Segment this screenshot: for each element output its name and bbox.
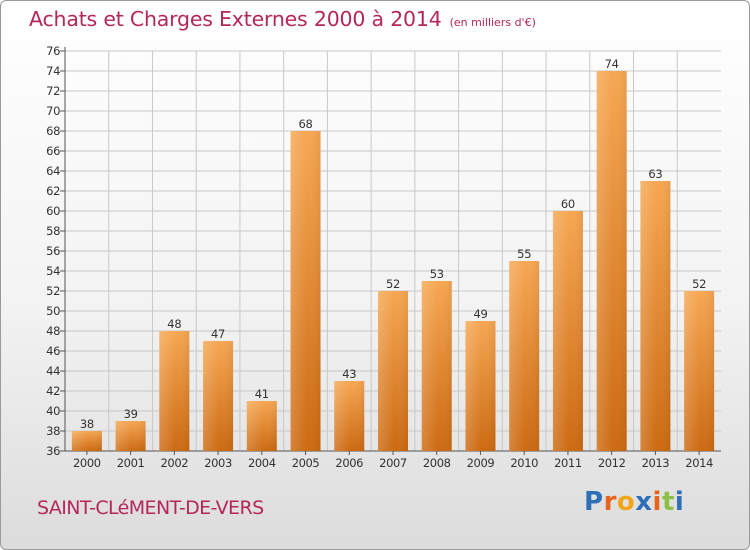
logo-letter: i: [652, 487, 662, 517]
x-tick-label-2007: 2007: [379, 456, 407, 470]
y-tick-label: 40: [46, 404, 60, 418]
labels: 38 2000 39 2001 48 2002 47 2003 41 2004 68 2005 43 20…: [73, 57, 713, 470]
y-tick-label: 76: [46, 44, 60, 58]
y-tick-label: 64: [46, 164, 60, 178]
bars: [71, 71, 715, 451]
bar-shine: [246, 401, 277, 451]
logo-letter: i: [674, 487, 685, 517]
bar-shine: [421, 281, 452, 451]
x-tick-label-2008: 2008: [423, 456, 451, 470]
proxiti-logo: Proxiti: [584, 487, 684, 517]
y-tick-label: 60: [46, 204, 60, 218]
logo-letter: t: [661, 487, 675, 517]
value-label-2003: 47: [211, 327, 225, 341]
bar-shine: [334, 381, 365, 451]
y-tick-label: 68: [46, 124, 60, 138]
chart-title: Achats et Charges Externes 2000 à 2014 (e…: [29, 7, 536, 31]
bar-shine: [290, 131, 321, 451]
x-tick-label-2000: 2000: [73, 456, 101, 470]
x-tick-label-2003: 2003: [204, 456, 232, 470]
bar-shine: [640, 181, 671, 451]
value-label-2014: 52: [692, 277, 706, 291]
x-tick-label-2001: 2001: [117, 456, 145, 470]
y-tick-label: 46: [46, 344, 60, 358]
bar-shine: [71, 431, 102, 451]
y-tick-label: 54: [46, 264, 60, 278]
value-label-2005: 68: [299, 117, 313, 131]
value-label-2004: 41: [255, 387, 269, 401]
value-label-2011: 60: [561, 197, 575, 211]
logo-letter: P: [584, 487, 604, 517]
x-tick-label-2005: 2005: [292, 456, 320, 470]
y-tick-label: 42: [46, 384, 60, 398]
bar-shine: [378, 291, 408, 451]
logo-letter: o: [616, 487, 636, 517]
y-tick-label: 56: [46, 244, 60, 258]
y-tick-label: 66: [46, 144, 60, 158]
y-tick-label: 50: [46, 304, 60, 318]
y-tick-label: 48: [46, 324, 60, 338]
x-tick-label-2010: 2010: [510, 456, 538, 470]
y-tick-label: 44: [46, 364, 60, 378]
y-tick-label: 38: [46, 424, 60, 438]
bar-shine: [115, 421, 146, 451]
x-tick-label-2002: 2002: [160, 456, 188, 470]
bar-shine: [465, 321, 496, 451]
unit-label: (en milliers d'€): [449, 16, 536, 29]
value-label-2000: 38: [80, 417, 94, 431]
logo-letter: x: [635, 487, 653, 517]
value-label-2002: 48: [167, 317, 181, 331]
bar-shine: [509, 261, 540, 451]
value-label-2007: 52: [386, 277, 400, 291]
y-tick-label: 62: [46, 184, 60, 198]
value-label-2009: 49: [473, 307, 487, 321]
y-tick-label: 58: [46, 224, 60, 238]
bar-shine: [552, 211, 583, 451]
y-tick-label: 74: [46, 64, 60, 78]
bar-shine: [159, 331, 190, 451]
x-tick-label-2006: 2006: [335, 456, 363, 470]
y-tick-label: 52: [46, 284, 60, 298]
value-label-2001: 39: [124, 407, 138, 421]
bar-shine: [684, 291, 715, 451]
logo-letter: r: [603, 487, 617, 517]
bar-shine: [596, 71, 627, 451]
commune-name: SAINT-CLéMENT-DE-VERS: [37, 497, 264, 519]
x-tick-label-2004: 2004: [248, 456, 276, 470]
value-label-2006: 43: [342, 367, 356, 381]
x-tick-label-2011: 2011: [554, 456, 582, 470]
x-tick-label-2012: 2012: [598, 456, 626, 470]
y-tick-label: 36: [46, 444, 60, 458]
x-tick-label-2013: 2013: [642, 456, 670, 470]
y-tick-label: 70: [46, 104, 60, 118]
x-tick-label-2014: 2014: [685, 456, 713, 470]
y-tick-label: 72: [46, 84, 60, 98]
value-label-2010: 55: [517, 247, 531, 261]
value-label-2013: 63: [648, 167, 662, 181]
x-tick-label-2009: 2009: [467, 456, 495, 470]
bar-shine: [203, 341, 234, 451]
value-label-2012: 74: [605, 57, 619, 71]
value-label-2008: 53: [430, 267, 444, 281]
